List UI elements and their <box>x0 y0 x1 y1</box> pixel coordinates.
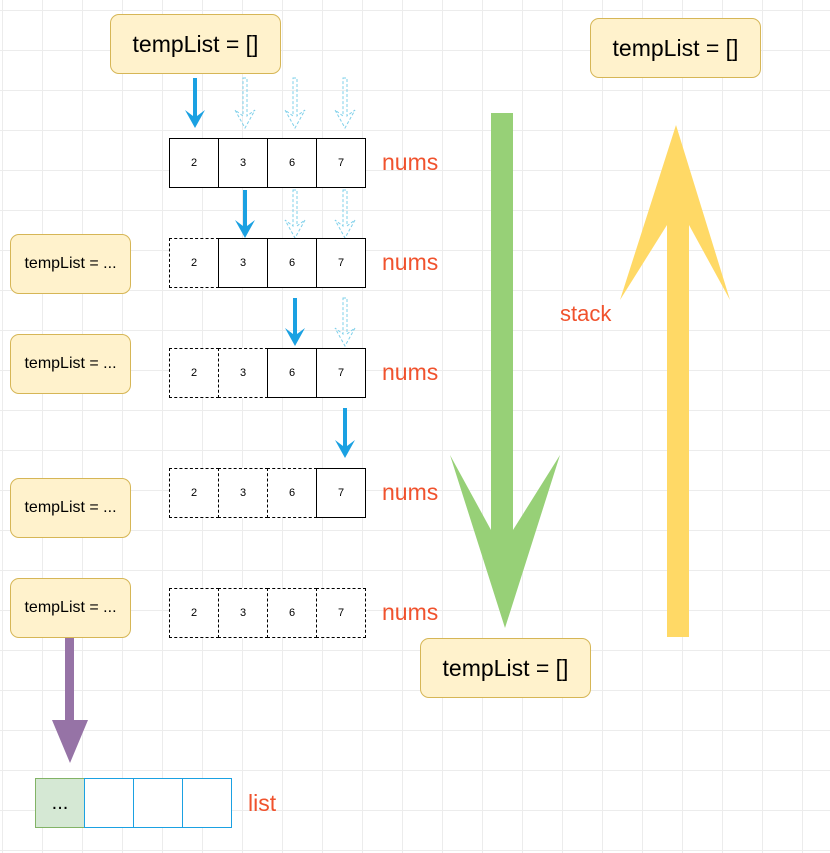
nums-label: nums <box>382 599 439 625</box>
nums-label: nums <box>382 359 439 385</box>
pending-pointer-arrow <box>334 77 356 130</box>
pending-pointer-arrow <box>234 77 256 130</box>
nums-cell: 7 <box>316 348 366 398</box>
nums-cell: 7 <box>316 588 366 638</box>
nums-cell: 2 <box>169 138 219 188</box>
current-pointer-arrow <box>335 408 355 458</box>
pending-pointer-arrow <box>334 189 356 240</box>
list-cell: ... <box>35 778 85 828</box>
nums-cell: 2 <box>169 348 219 398</box>
current-pointer-arrow <box>185 78 205 128</box>
list-cell <box>133 778 183 828</box>
nums-cell: 3 <box>218 588 268 638</box>
nums-cell: 2 <box>169 588 219 638</box>
pending-pointer-arrow <box>334 297 356 348</box>
purple-down-arrow <box>52 632 88 763</box>
nums-cell: 3 <box>218 238 268 288</box>
yellow-up-arrow <box>620 125 730 637</box>
bottom-templist-box: tempList = [] <box>420 638 591 698</box>
side-templist-box: tempList = ... <box>10 478 131 538</box>
nums-label: nums <box>382 149 439 175</box>
list-cell <box>84 778 134 828</box>
stack-label: stack <box>560 301 612 326</box>
nums-cell: 2 <box>169 468 219 518</box>
list-array: ... <box>35 778 232 828</box>
nums-cell: 6 <box>267 588 317 638</box>
pending-pointer-arrow <box>284 189 306 240</box>
nums-cell: 6 <box>267 348 317 398</box>
nums-cell: 6 <box>267 138 317 188</box>
nums-cell: 3 <box>218 468 268 518</box>
list-cell <box>182 778 232 828</box>
nums-cell: 6 <box>267 238 317 288</box>
nums-label: nums <box>382 479 439 505</box>
current-pointer-arrow <box>235 190 255 238</box>
nums-cell: 3 <box>218 348 268 398</box>
side-templist-box: tempList = ... <box>10 234 131 294</box>
side-templist-box: tempList = ... <box>10 334 131 394</box>
nums-cell: 7 <box>316 468 366 518</box>
side-templist-box: tempList = ... <box>10 578 131 638</box>
nums-cell: 6 <box>267 468 317 518</box>
nums-cell: 3 <box>218 138 268 188</box>
nums-cell: 7 <box>316 238 366 288</box>
list-label: list <box>248 790 277 816</box>
nums-label: nums <box>382 249 439 275</box>
pending-pointer-arrow <box>284 77 306 130</box>
top-templist-box: tempList = [] <box>110 14 281 74</box>
top-right-templist-box: tempList = [] <box>590 18 761 78</box>
nums-cell: 7 <box>316 138 366 188</box>
green-down-arrow <box>450 113 560 628</box>
nums-cell: 2 <box>169 238 219 288</box>
current-pointer-arrow <box>285 298 305 346</box>
